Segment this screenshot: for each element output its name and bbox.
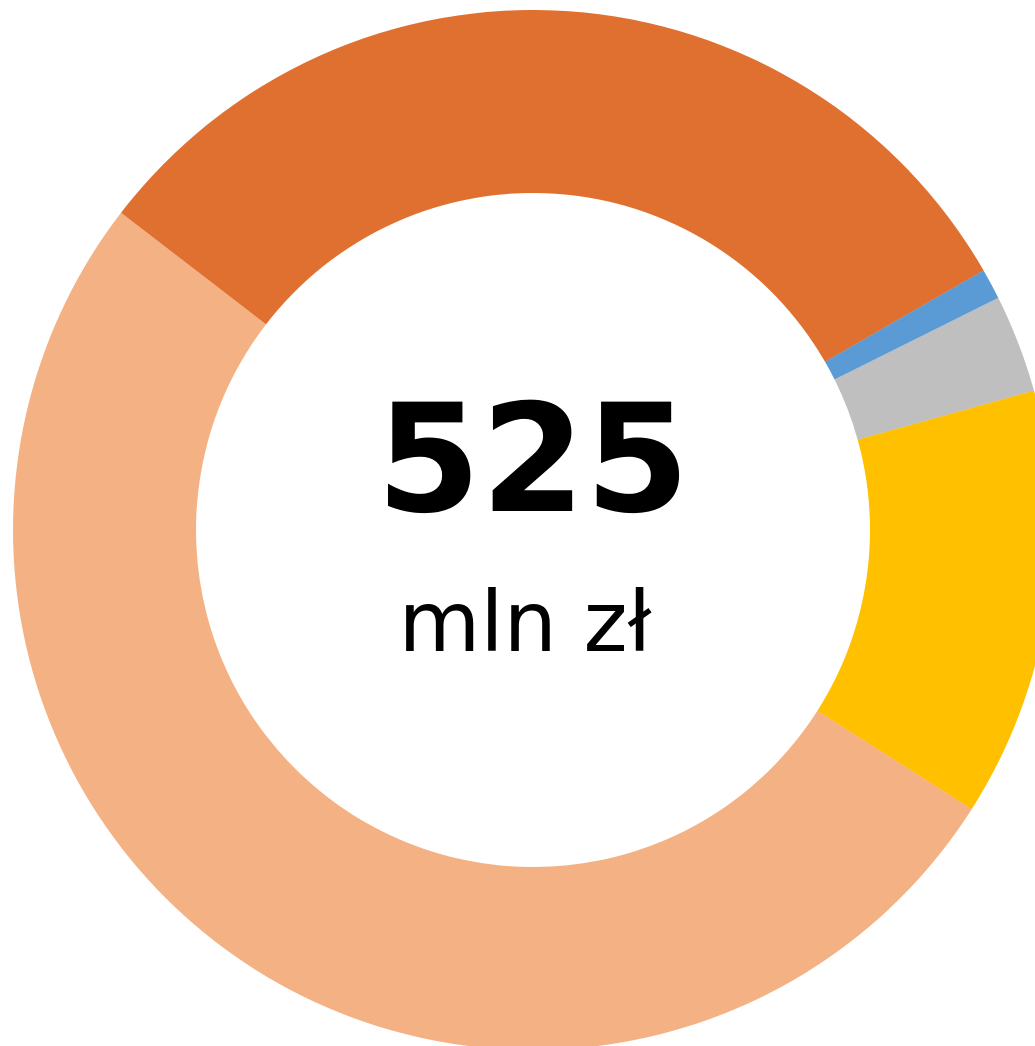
donut-slice xyxy=(834,297,1034,440)
slices xyxy=(13,10,1035,1046)
center-unit: mln zł xyxy=(398,573,651,671)
donut-slice xyxy=(13,212,972,1046)
donut-slice xyxy=(825,270,999,380)
donut-slice xyxy=(817,390,1035,810)
center-value: 525 xyxy=(376,373,689,547)
donut-slice xyxy=(121,10,984,362)
